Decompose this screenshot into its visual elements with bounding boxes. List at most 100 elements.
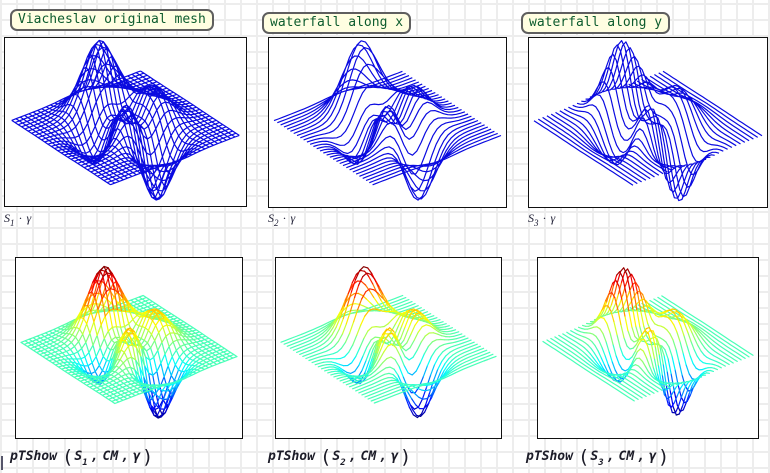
colormap-mesh-lines: [589, 309, 701, 368]
colormap-mesh-lines: [358, 273, 376, 286]
colormap-mesh-lines: [152, 374, 179, 401]
right-paren: ): [141, 446, 154, 468]
var-gamma: γ: [132, 449, 141, 464]
colormap-mesh-lines: [354, 267, 373, 281]
colormap-mesh-lines: [340, 290, 391, 332]
original-mesh-svg: [11, 39, 240, 201]
math-region-pTShow-S1[interactable]: pTShow (S1, CM, γ): [10, 446, 154, 468]
colormap-mesh-lines: [342, 291, 421, 335]
waterfall-along-x-colored-svg: [280, 266, 497, 419]
math-region-pTShow-S2[interactable]: pTShow (S2, CM, γ): [268, 446, 412, 468]
var-S: S: [4, 211, 10, 225]
colormap-mesh-lines: [362, 272, 368, 278]
plot-region-colored-waterfall-y[interactable]: [537, 257, 759, 439]
comma: ,: [90, 449, 99, 464]
colormap-mesh-lines: [322, 346, 462, 386]
subscript: 3: [534, 218, 539, 228]
colormap-mesh-lines: [280, 294, 497, 404]
subscript: 2: [274, 218, 279, 228]
colormap-mesh-lines: [668, 402, 683, 415]
waterfall-along-x-svg: [273, 40, 502, 201]
math-region-S3-gamma[interactable]: S3 · γ: [528, 211, 555, 228]
var-S: S: [590, 449, 599, 464]
colormap-mesh-lines: [348, 280, 379, 294]
math-region-pTShow-S3[interactable]: pTShow (S3, CM, γ): [526, 446, 670, 468]
colormap-mesh-lines: [76, 298, 170, 349]
colormap-mesh-lines: [89, 289, 123, 317]
colormap-mesh-lines: [626, 273, 631, 290]
text-region-original-mesh[interactable]: Viacheslav original mesh: [10, 9, 214, 31]
colormap-mesh-lines: [605, 283, 638, 311]
colormap-mesh-lines: [609, 276, 639, 300]
right-paren: ): [399, 446, 412, 468]
function-name: pTShow: [526, 449, 573, 464]
subscript: 1: [10, 218, 15, 228]
function-name: pTShow: [10, 449, 57, 464]
colormap-mesh-lines: [80, 290, 162, 335]
dot-operator: ·: [18, 211, 23, 225]
var-gamma: γ: [390, 449, 399, 464]
var-CM: CM: [360, 449, 377, 464]
colormap-mesh-lines: [84, 283, 124, 311]
plot-region-waterfall-x[interactable]: [268, 37, 507, 208]
subscript: 1: [82, 458, 88, 468]
colormap-mesh-lines: [20, 294, 238, 405]
function-name: pTShow: [268, 449, 315, 464]
colormap-mesh-lines: [588, 346, 713, 385]
plot-region-colored-waterfall-x[interactable]: [275, 257, 502, 439]
colormap-mesh-lines: [331, 306, 439, 361]
math-region-S2-gamma[interactable]: S2 · γ: [268, 211, 295, 228]
colormap-mesh-lines: [145, 386, 169, 410]
colormap-mesh-lines: [672, 406, 677, 416]
colormap-mesh-lines: [411, 398, 423, 416]
plot-region-colored-mesh[interactable]: [15, 257, 243, 439]
colormap-mesh-lines: [98, 272, 116, 290]
colormap-mesh-lines: [670, 402, 675, 408]
left-paren: (: [319, 446, 332, 468]
var-S: S: [74, 449, 83, 464]
var-S: S: [528, 211, 534, 225]
wireframe-lines: [533, 40, 763, 202]
colormap-mesh-lines: [663, 385, 695, 404]
colormap-mesh-lines: [347, 275, 375, 298]
colormap-mesh-lines: [327, 347, 456, 386]
colormap-mesh-lines: [583, 343, 720, 385]
colormap-mesh-lines: [542, 295, 754, 402]
math-region-S1-gamma[interactable]: S1 · γ: [4, 211, 31, 228]
comma: ,: [637, 449, 645, 464]
colormap-mesh-lines: [84, 289, 128, 312]
colormap-mesh-lines: [616, 268, 632, 279]
colormap-mesh-lines: [155, 386, 174, 406]
colormap-mesh-lines: [608, 281, 640, 299]
text-region-waterfall-x[interactable]: waterfall along x: [262, 12, 412, 34]
colormap-mesh-lines: [405, 386, 434, 410]
colormap-mesh-lines: [665, 384, 686, 407]
comma: ,: [348, 449, 357, 464]
subscript: 2: [340, 458, 346, 468]
colormap-mesh-lines: [406, 379, 437, 400]
plot-region-original-mesh[interactable]: [4, 37, 247, 207]
text-region-waterfall-y[interactable]: waterfall along y: [521, 12, 671, 34]
colormap-mesh-lines: [152, 398, 170, 417]
cursor-mark: [1, 456, 3, 470]
colormap-mesh-lines: [350, 279, 357, 293]
colormap-mesh-lines: [88, 275, 119, 300]
waterfall-along-y-colored-svg: [542, 267, 754, 416]
colormap-mesh-lines: [604, 293, 647, 312]
colormap-mesh-lines: [343, 283, 383, 311]
colormap-mesh-lines: [601, 290, 680, 334]
wireframe-lines: [273, 40, 502, 201]
var-gamma: γ: [648, 449, 657, 464]
colormap-mesh-lines: [153, 406, 166, 418]
right-paren: ): [657, 446, 670, 468]
colormap-mesh-lines: [607, 293, 683, 335]
left-paren: (: [577, 446, 590, 468]
colormap-mesh-lines: [412, 414, 418, 419]
var-S: S: [332, 449, 341, 464]
plot-region-waterfall-y[interactable]: [528, 37, 768, 208]
colormap-mesh-lines: [152, 404, 157, 411]
waterfall-along-y-svg: [533, 40, 763, 202]
comma: ,: [121, 449, 129, 464]
comma: ,: [379, 449, 387, 464]
